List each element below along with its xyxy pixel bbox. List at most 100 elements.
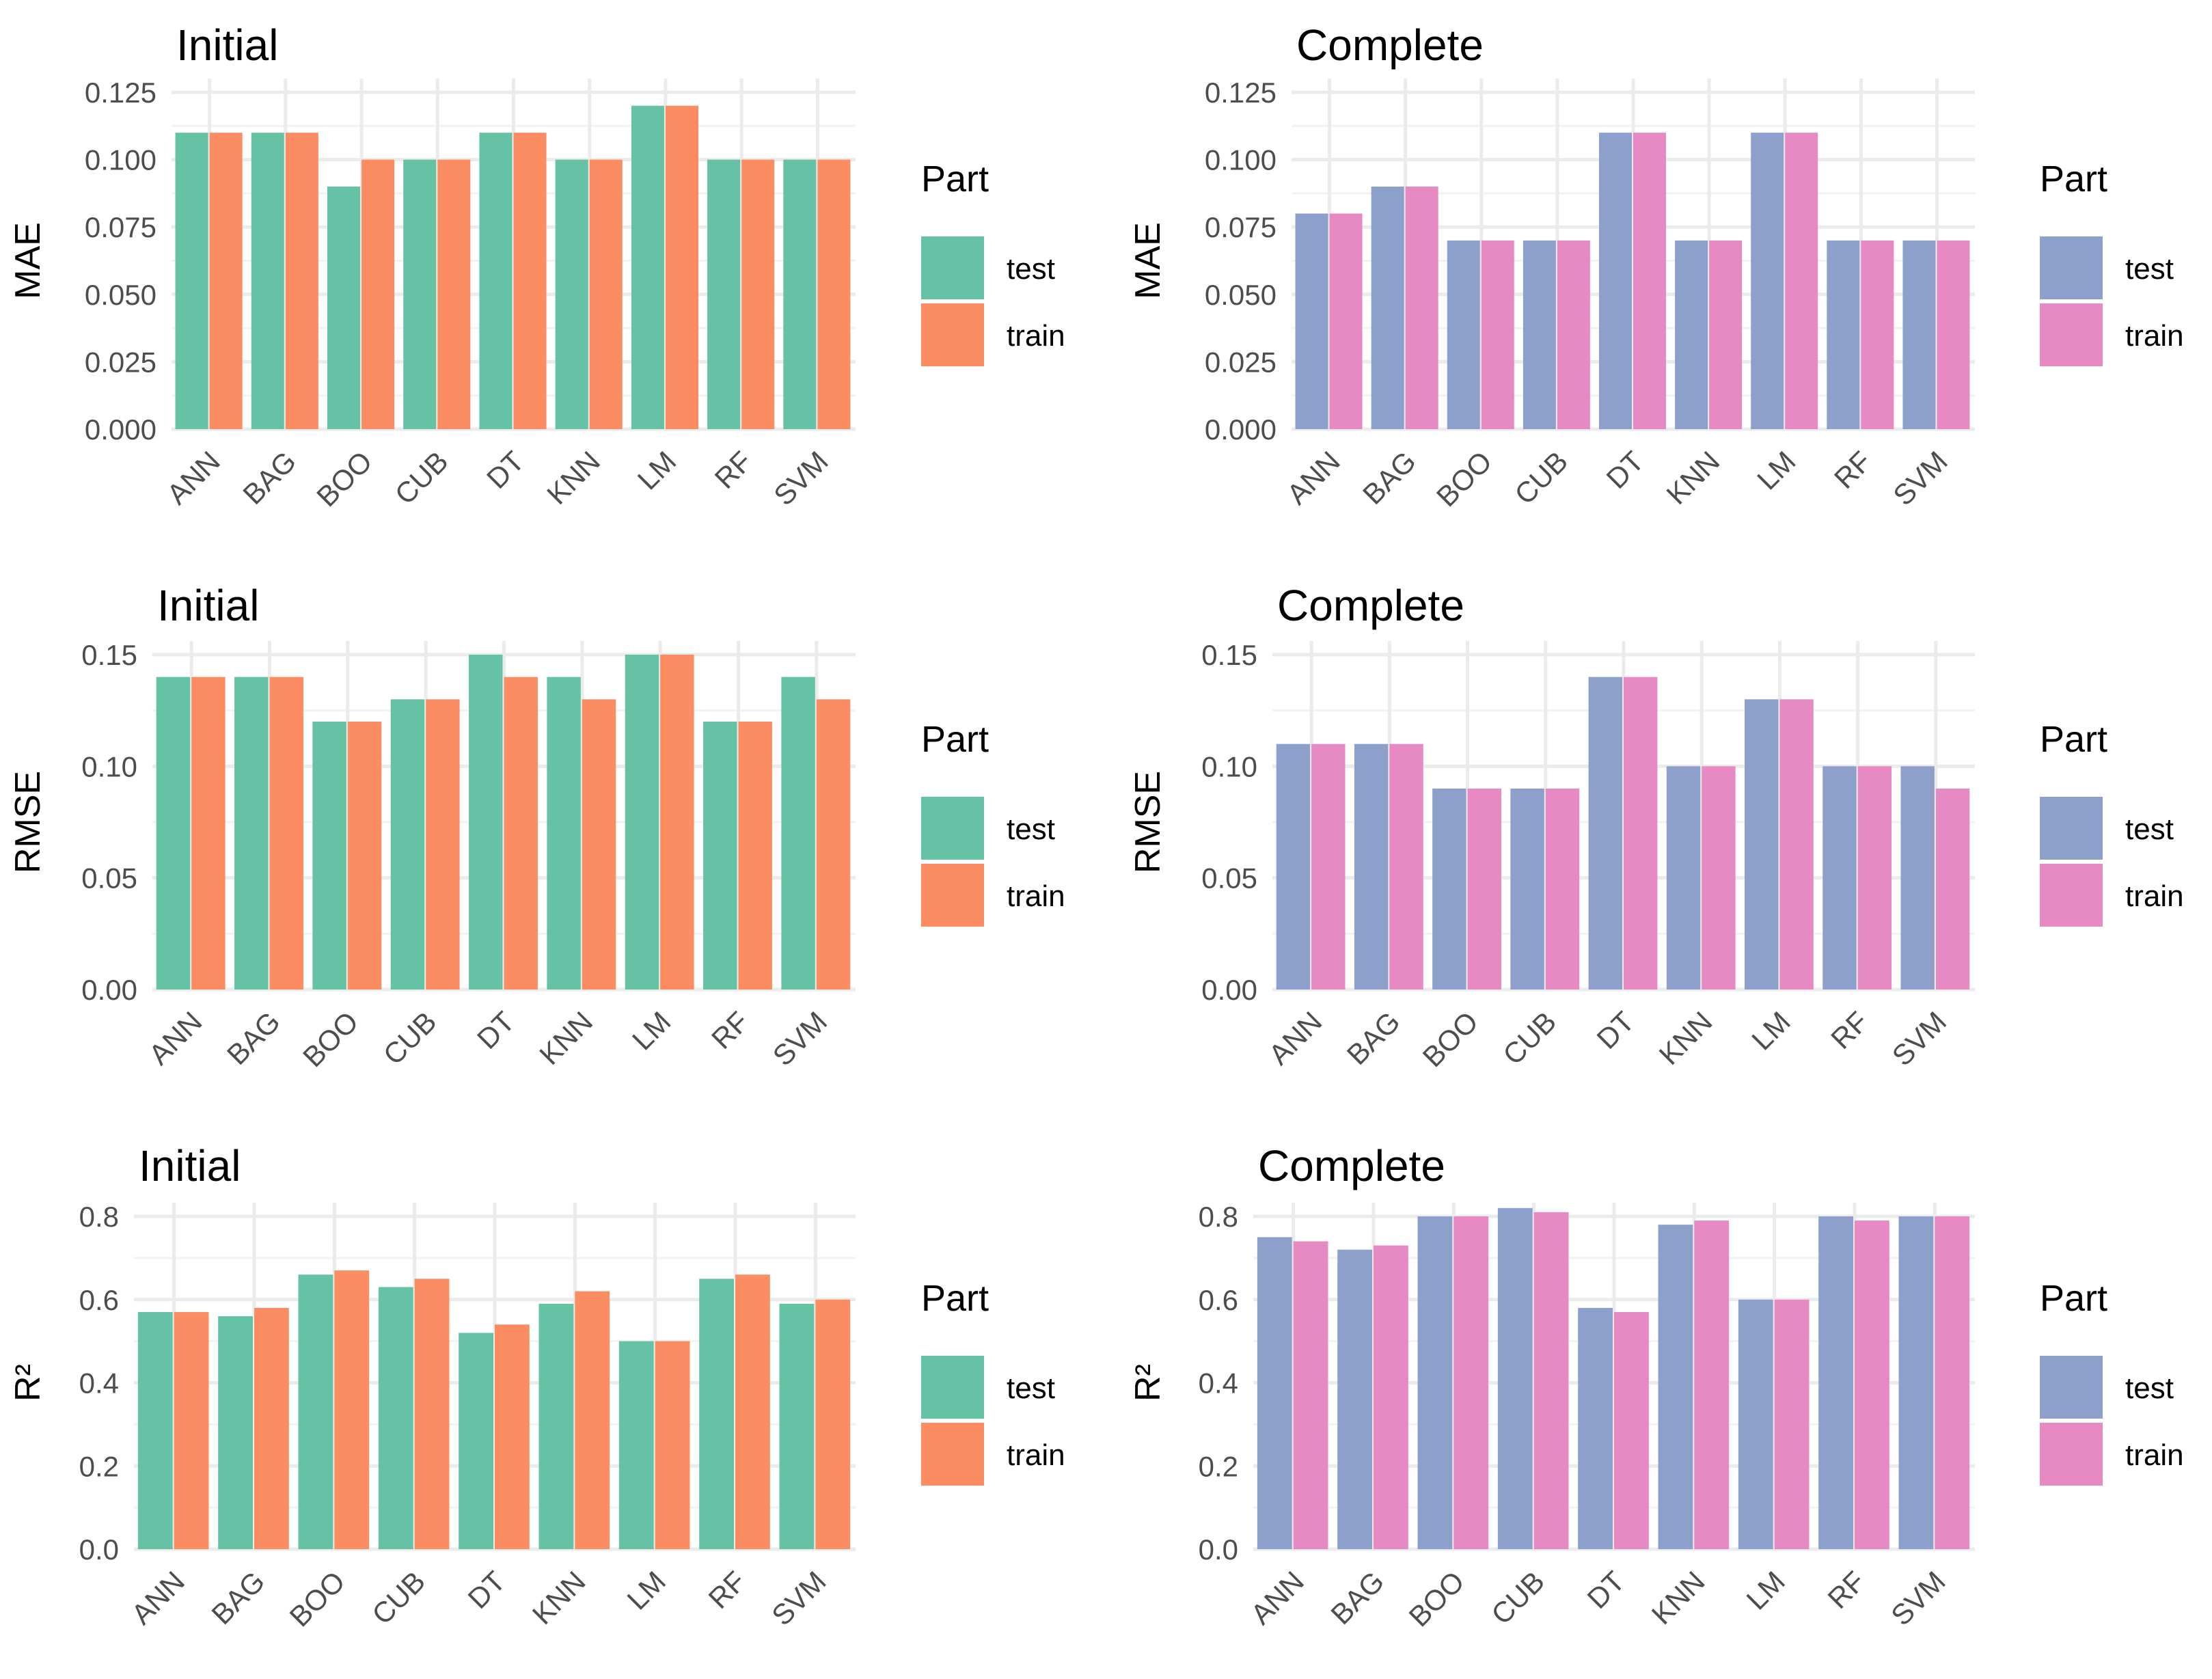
legend-label-test: test (1007, 252, 1055, 286)
bar-boo-train (334, 1270, 370, 1549)
x-tick-label: KNN (541, 445, 606, 510)
y-tick-label: 0.00 (81, 974, 137, 1006)
legend-key-train (921, 303, 984, 366)
x-tick-label: ANN (143, 1005, 208, 1071)
bar-knn-test (1666, 766, 1701, 989)
bar-lm-test (631, 105, 664, 429)
legend-title: Part (2040, 719, 2107, 760)
bar-dt-test (1599, 133, 1632, 429)
bar-knn-train (582, 699, 616, 989)
legend-label-train: train (1007, 319, 1065, 353)
bar-dt-train (513, 133, 547, 429)
y-tick-label: 0.4 (79, 1367, 119, 1400)
legend-title: Part (921, 1278, 989, 1319)
bar-ann-test (1295, 213, 1328, 429)
legend-key-test (2040, 1356, 2103, 1419)
y-tick-label: 0.025 (85, 346, 156, 378)
legend: Part test train (2040, 1278, 2184, 1486)
legend-label-train: train (1007, 1438, 1065, 1472)
bar-svm-test (781, 677, 815, 989)
bar-ann-test (137, 1312, 173, 1549)
legend-title: Part (2040, 1278, 2107, 1319)
legend-key-train (921, 864, 984, 927)
bar-rf-train (741, 159, 775, 429)
y-tick-label: 0.10 (1201, 750, 1257, 782)
x-tick-label: LM (626, 1005, 677, 1056)
x-tick-label: SVM (767, 1005, 834, 1072)
panel-title: Initial (139, 1141, 241, 1190)
x-tick-label: DT (1591, 1005, 1641, 1055)
bar-bag-test (1371, 187, 1404, 429)
bar-bag-test (251, 133, 284, 429)
bar-boo-train (1481, 240, 1514, 429)
bar-bag-train (1405, 187, 1438, 429)
bar-boo-train (361, 159, 395, 429)
x-tick-label: CUB (1508, 445, 1574, 510)
bar-lm-train (660, 655, 694, 989)
x-tick-label: BOO (1430, 445, 1498, 513)
y-axis-title: R² (8, 1364, 48, 1402)
bar-rf-test (699, 1279, 734, 1549)
x-tick-label: BAG (1356, 445, 1422, 510)
chart-panel-4: 0.00 0.05 0.10 0.15 ANN BAG BOO CUB DT KNN LM RF SVM… (1128, 581, 2184, 1073)
bar-ann-train (209, 133, 243, 429)
y-tick-label: 0.075 (85, 211, 156, 243)
x-tick-label: LM (621, 1565, 672, 1616)
bar-ann-train (1329, 213, 1363, 429)
x-tick-label: RF (1828, 445, 1878, 495)
bar-cub-test (1497, 1207, 1533, 1549)
legend: Part test train (2040, 159, 2184, 366)
x-tick-label: ANN (1244, 1565, 1310, 1630)
y-tick-label: 0.2 (1199, 1450, 1238, 1482)
x-tick-label: BOO (297, 1005, 364, 1073)
y-tick-label: 0.8 (79, 1201, 119, 1233)
x-tick-label: BOO (283, 1565, 351, 1633)
bar-ann-test (1276, 743, 1311, 989)
legend-title: Part (921, 719, 989, 760)
y-tick-label: 0.050 (85, 279, 156, 311)
panel-title: Complete (1258, 1141, 1445, 1190)
x-tick-label: ANN (1263, 1005, 1328, 1071)
x-tick-label: DT (1600, 445, 1650, 495)
x-tick-label: KNN (533, 1005, 599, 1071)
y-tick-label: 0.2 (79, 1450, 119, 1482)
bar-ann-train (1311, 743, 1346, 989)
panel-title: Complete (1277, 581, 1464, 630)
x-tick-label: LM (631, 445, 683, 496)
bar-knn-train (589, 159, 623, 429)
x-tick-label: SVM (765, 1565, 832, 1632)
y-tick-label: 0.125 (1205, 77, 1276, 109)
y-tick-label: 0.125 (85, 77, 156, 109)
panel-title: Initial (157, 581, 259, 630)
x-tick-label: CUB (377, 1005, 443, 1071)
x-tick-label: SVM (1886, 1005, 1953, 1072)
bar-knn-train (1694, 1220, 1730, 1549)
y-tick-label: 0.0 (1199, 1533, 1238, 1566)
bar-bag-test (1354, 743, 1389, 989)
bar-lm-train (1779, 699, 1814, 989)
legend: Part test train (921, 159, 1065, 366)
legend-label-train: train (2125, 879, 2184, 913)
bar-ann-train (1293, 1241, 1328, 1549)
bar-dt-train (495, 1324, 530, 1549)
legend: Part test train (921, 1278, 1065, 1486)
bar-bag-train (285, 133, 318, 429)
bar-cub-test (403, 159, 437, 429)
legend-key-test (921, 236, 984, 299)
legend-label-test: test (2125, 252, 2174, 286)
x-tick-label: LM (1751, 445, 1802, 496)
legend-key-test (2040, 236, 2103, 299)
y-axis-title: RMSE (8, 771, 48, 873)
x-tick-label: RF (702, 1565, 752, 1615)
x-tick-label: ANN (125, 1565, 191, 1630)
legend-key-train (2040, 303, 2103, 366)
bar-lm-test (625, 655, 659, 989)
bar-svm-train (1935, 789, 1970, 989)
legend-label-test: test (1007, 813, 1055, 846)
bar-rf-test (703, 722, 737, 989)
bar-boo-test (298, 1274, 333, 1549)
x-tick-label: CUB (389, 445, 454, 510)
x-tick-label: LM (1740, 1565, 1792, 1616)
bar-knn-test (538, 1303, 574, 1549)
